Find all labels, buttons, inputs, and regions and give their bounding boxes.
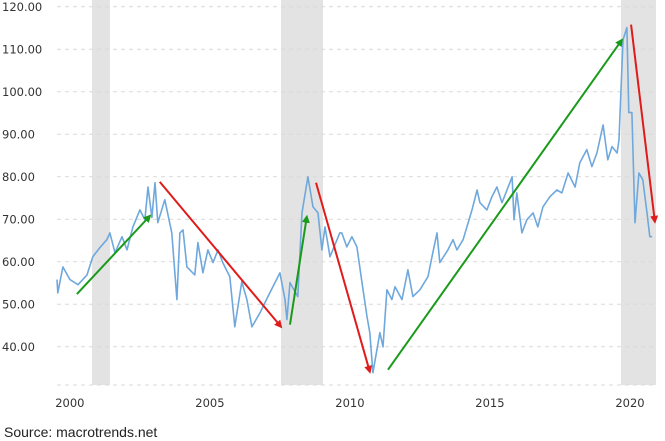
source-caption: Source: macrotrends.net bbox=[4, 424, 158, 440]
recession-band bbox=[92, 0, 110, 385]
trend-arrows bbox=[76, 24, 659, 374]
y-tick-label: 110.00 bbox=[2, 42, 42, 56]
y-tick-label: 70.00 bbox=[2, 212, 35, 226]
y-tick-label: 40.00 bbox=[2, 340, 35, 354]
y-tick-label: 80.00 bbox=[2, 170, 35, 184]
gridlines bbox=[57, 6, 656, 386]
x-tick-label: 2020 bbox=[615, 396, 644, 410]
y-tick-label: 120.00 bbox=[2, 0, 42, 14]
y-tick-label: 50.00 bbox=[2, 297, 35, 311]
x-axis-ticks: 2000 2005 2010 2015 2020 bbox=[55, 396, 644, 410]
data-line bbox=[56, 26, 653, 374]
x-tick-label: 2000 bbox=[55, 396, 84, 410]
y-axis-ticks: 40.00 50.00 60.00 70.00 80.00 90.00 100.00 110.… bbox=[2, 0, 42, 354]
y-tick-label: 100.00 bbox=[2, 85, 42, 99]
y-tick-label: 60.00 bbox=[2, 255, 35, 269]
x-tick-label: 2015 bbox=[475, 396, 504, 410]
down-trend-arrow bbox=[159, 181, 283, 329]
up-trend-arrow bbox=[76, 214, 152, 295]
up-trend-arrow bbox=[387, 38, 623, 371]
recession-band bbox=[281, 0, 324, 385]
recession-bands bbox=[92, 0, 656, 385]
x-tick-label: 2010 bbox=[335, 396, 364, 410]
x-tick-label: 2005 bbox=[195, 396, 224, 410]
y-tick-label: 90.00 bbox=[2, 127, 35, 141]
up-trend-arrow bbox=[289, 214, 310, 325]
down-trend-arrow bbox=[315, 182, 373, 374]
recession-band bbox=[620, 0, 656, 385]
series-line bbox=[56, 26, 653, 374]
down-trend-arrow bbox=[630, 24, 659, 224]
